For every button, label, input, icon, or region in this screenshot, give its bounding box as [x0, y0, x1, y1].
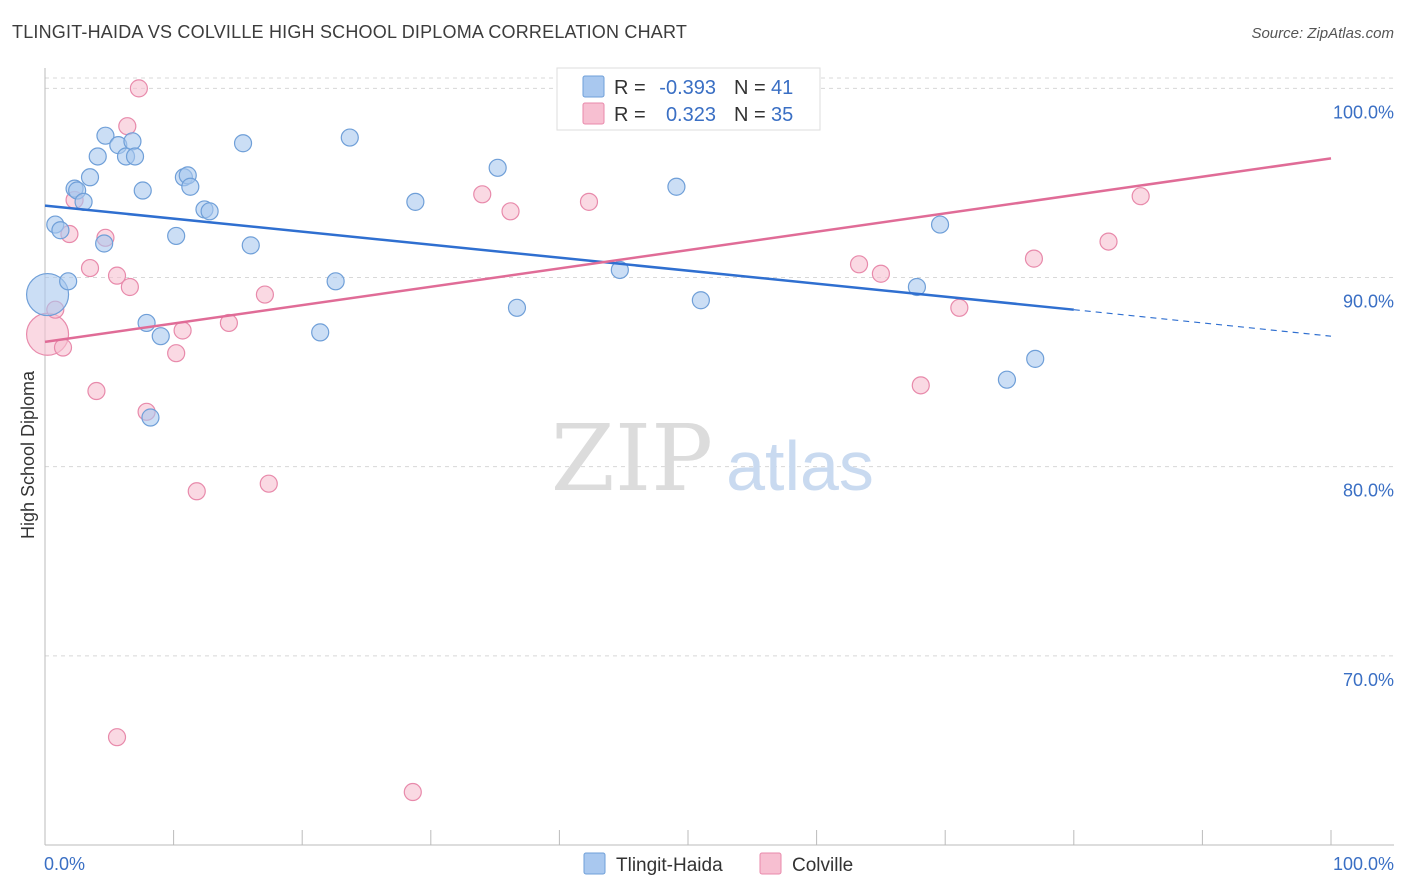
point-colville-31: [1024, 249, 1044, 268]
point-colville-19: [259, 474, 278, 493]
x-tick-label-min: 0.0%: [44, 854, 85, 874]
point-tlingit-haida-2: [51, 221, 70, 240]
stats-r-label-1: R =: [614, 77, 646, 99]
point-tlingit-haida-39: [1026, 349, 1045, 368]
point-tlingit-haida-36: [907, 277, 927, 297]
point-colville-5: [80, 258, 100, 278]
x-tick-label-max: 100.0%: [1333, 854, 1394, 874]
point-tlingit-haida-35: [691, 291, 710, 310]
point-tlingit-haida-32: [507, 298, 527, 317]
y-tick-label-80: 80.0%: [1343, 481, 1394, 501]
point-tlingit-haida-18: [151, 327, 170, 346]
point-colville-2: [53, 338, 73, 357]
point-tlingit-haida-27: [311, 323, 330, 342]
point-tlingit-haida-8: [88, 147, 107, 166]
point-tlingit-haida-14: [125, 147, 145, 166]
point-tlingit-haida-33: [610, 260, 629, 280]
stats-swatch-tlingit-haida: [582, 75, 605, 98]
point-tlingit-haida-29: [340, 128, 359, 147]
point-colville-16: [187, 482, 206, 501]
point-tlingit-haida-0: [25, 272, 70, 317]
y-tick-label-70: 70.0%: [1343, 670, 1394, 690]
watermark-zip: ZIP: [551, 405, 713, 512]
point-tlingit-haida-13: [123, 132, 142, 151]
point-colville-33: [1131, 187, 1150, 206]
point-tlingit-haida-7: [80, 168, 100, 187]
point-colville-14: [167, 344, 186, 363]
stats-n-label-2: N =: [734, 104, 766, 126]
point-colville-12: [129, 79, 148, 98]
point-colville-22: [501, 202, 520, 221]
axes: [44, 68, 1394, 846]
trendline-tlingit-haida-extension: [1073, 309, 1332, 337]
point-colville-30: [950, 298, 969, 317]
point-colville-24: [579, 192, 599, 211]
y-axis-title: High School Diploma: [18, 370, 38, 539]
stats-n-label-1: N =: [734, 77, 766, 99]
stats-n-value-2: 35: [771, 104, 793, 126]
point-colville-10: [118, 117, 137, 136]
point-colville-18: [255, 285, 275, 304]
y-tick-labels: 100.0% 90.0% 80.0% 70.0%: [1333, 102, 1394, 689]
point-tlingit-haida-22: [181, 177, 200, 196]
point-tlingit-haida-38: [997, 370, 1017, 389]
point-tlingit-haida-10: [96, 126, 115, 145]
source-label: Source: ZipAtlas.com: [1251, 25, 1394, 42]
point-colville-9: [107, 728, 127, 747]
point-colville-29: [911, 376, 930, 395]
legend-swatch-colville: [759, 852, 782, 875]
point-colville-11: [120, 277, 139, 297]
stats-r-label-2: R =: [614, 104, 646, 126]
legend-label-tlingit-haida: Tlingit-Haida: [616, 855, 723, 876]
point-tlingit-haida-25: [233, 134, 253, 153]
gridlines: [45, 77, 1394, 657]
y-tick-label-90: 90.0%: [1343, 292, 1394, 312]
point-colville-28: [871, 264, 891, 283]
point-colville-21: [473, 185, 492, 204]
point-tlingit-haida-37: [930, 215, 950, 234]
point-tlingit-haida-9: [95, 234, 114, 253]
stats-box: R = -0.393 N = 41 R = 0.323 N = 35: [556, 67, 821, 131]
point-colville-20: [403, 782, 422, 802]
series-tlingit-haida-points: [25, 126, 1045, 427]
y-tick-label-100: 100.0%: [1333, 102, 1394, 122]
point-tlingit-haida-31: [488, 158, 507, 177]
point-tlingit-haida-17: [141, 408, 160, 427]
point-colville-6: [87, 381, 106, 401]
watermark: ZIP atlas: [551, 405, 874, 512]
stats-swatch-colville: [582, 102, 605, 125]
point-colville-15: [173, 321, 192, 340]
point-colville-27: [849, 255, 869, 274]
stats-r-value-2: 0.323: [666, 104, 716, 126]
point-tlingit-haida-34: [667, 177, 686, 196]
stats-r-value-1: -0.393: [659, 77, 716, 99]
point-tlingit-haida-26: [241, 236, 260, 255]
point-tlingit-haida-24: [200, 202, 219, 221]
point-colville-8: [107, 266, 127, 285]
stats-n-value-1: 41: [771, 77, 793, 99]
point-tlingit-haida-19: [167, 226, 186, 246]
trendlines: [44, 157, 1332, 344]
legend-swatch-tlingit-haida: [583, 852, 606, 875]
point-colville-32: [1099, 232, 1118, 251]
point-tlingit-haida-30: [406, 192, 425, 211]
point-tlingit-haida-3: [59, 272, 78, 291]
legend-label-colville: Colville: [792, 855, 853, 876]
point-tlingit-haida-15: [133, 181, 152, 200]
chart-title: TLINGIT-HAIDA VS COLVILLE HIGH SCHOOL DI…: [12, 22, 688, 42]
point-tlingit-haida-28: [326, 272, 345, 291]
watermark-atlas: atlas: [726, 427, 874, 505]
trendline-tlingit-haida: [44, 204, 1074, 311]
legend: Tlingit-Haida Colville: [583, 852, 853, 876]
trendline-colville: [44, 157, 1332, 344]
